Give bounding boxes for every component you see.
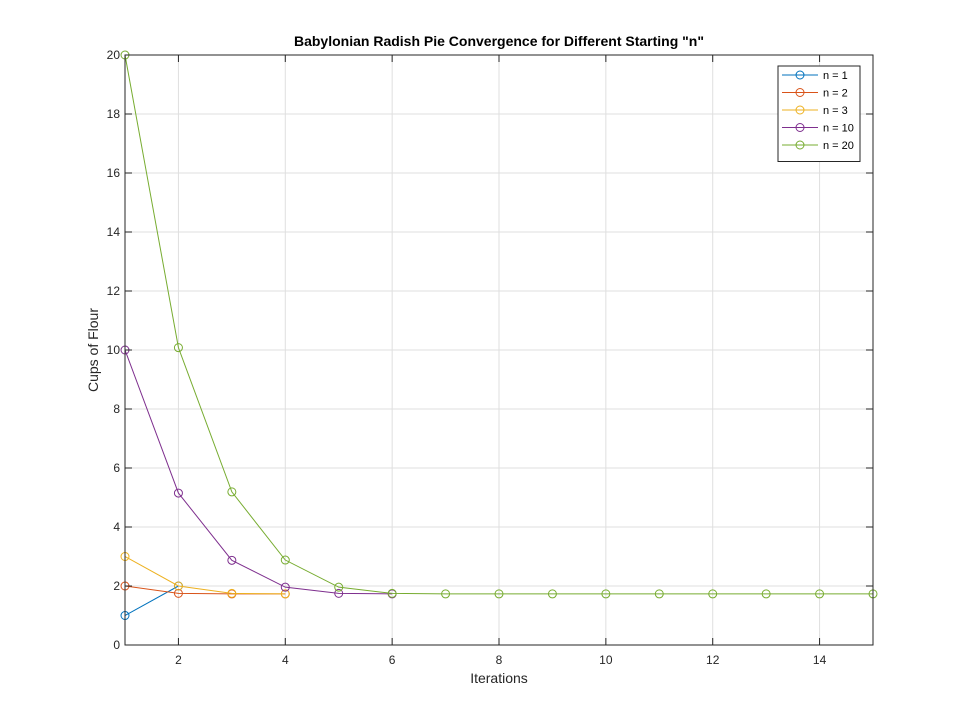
y-tick-label: 6 xyxy=(113,461,120,475)
x-tick-label: 14 xyxy=(813,653,827,667)
x-tick-label: 8 xyxy=(496,653,503,667)
x-tick-label: 12 xyxy=(706,653,720,667)
data-point xyxy=(280,589,290,599)
series-line xyxy=(124,349,393,595)
data-point xyxy=(173,588,183,598)
legend-item: n = 20 xyxy=(782,140,854,152)
legend-swatch-marker xyxy=(795,70,805,80)
legend-item: n = 10 xyxy=(782,123,854,135)
data-point xyxy=(173,343,183,353)
y-axis-label: Cups of Flour xyxy=(85,308,101,392)
series-line xyxy=(124,556,286,595)
legend-label: n = 2 xyxy=(823,88,848,100)
y-tick-label: 18 xyxy=(107,107,121,121)
x-tick-label: 2 xyxy=(175,653,182,667)
legend-label: n = 10 xyxy=(823,123,854,135)
legend: n = 1 n = 2 n = 3 n = 10 n = 20 xyxy=(777,65,861,162)
y-tick-label: 10 xyxy=(107,343,121,357)
y-tick-label: 4 xyxy=(113,520,120,534)
y-tick-label: 14 xyxy=(107,225,121,239)
series xyxy=(120,552,290,599)
series-line xyxy=(124,585,179,616)
legend-item: n = 3 xyxy=(782,105,848,117)
ticks xyxy=(125,54,873,646)
x-axis-label: Iterations xyxy=(470,670,528,686)
y-tick-label: 16 xyxy=(107,166,121,180)
data-point xyxy=(227,555,237,565)
data-point xyxy=(173,581,183,591)
data-point xyxy=(387,588,397,598)
data-point xyxy=(494,589,504,599)
y-tick-label: 8 xyxy=(113,402,120,416)
y-tick-label: 20 xyxy=(107,48,121,62)
data-point xyxy=(280,582,290,592)
series xyxy=(120,345,397,599)
series-line xyxy=(124,54,873,595)
legend-item: n = 1 xyxy=(782,70,848,82)
data-point xyxy=(280,555,290,565)
legend-swatch-marker xyxy=(795,123,805,132)
data-point xyxy=(547,589,557,599)
chart-title: Babylonian Radish Pie Convergence for Di… xyxy=(294,33,704,49)
data-point xyxy=(334,588,344,598)
x-tick-label: 4 xyxy=(282,653,289,667)
y-tick-label: 0 xyxy=(113,638,120,652)
legend-label: n = 3 xyxy=(823,105,848,117)
series-layer xyxy=(120,50,878,620)
legend-label: n = 1 xyxy=(823,70,848,82)
data-point xyxy=(173,488,183,498)
y-tick-label: 12 xyxy=(107,284,121,298)
data-point xyxy=(227,487,237,497)
tick-labels: 2 4 6 8 10 12 14 0 2 4 6 8 10 12 14 16 18 20 xyxy=(107,48,827,667)
data-point xyxy=(815,589,825,599)
x-tick-label: 10 xyxy=(599,653,613,667)
data-point xyxy=(334,582,344,592)
legend-swatch-marker xyxy=(795,105,805,115)
y-tick-label: 2 xyxy=(113,579,120,593)
data-point xyxy=(708,589,718,599)
data-point xyxy=(601,589,611,599)
data-point xyxy=(761,589,771,599)
x-tick-label: 6 xyxy=(389,653,396,667)
data-point xyxy=(441,589,451,599)
legend-item: n = 2 xyxy=(782,88,848,100)
legend-label: n = 20 xyxy=(823,140,854,152)
legend-swatch-marker xyxy=(795,140,805,150)
legend-swatch-marker xyxy=(795,88,805,97)
legend-box xyxy=(777,65,861,162)
data-point xyxy=(654,589,664,599)
data-point xyxy=(227,588,237,598)
